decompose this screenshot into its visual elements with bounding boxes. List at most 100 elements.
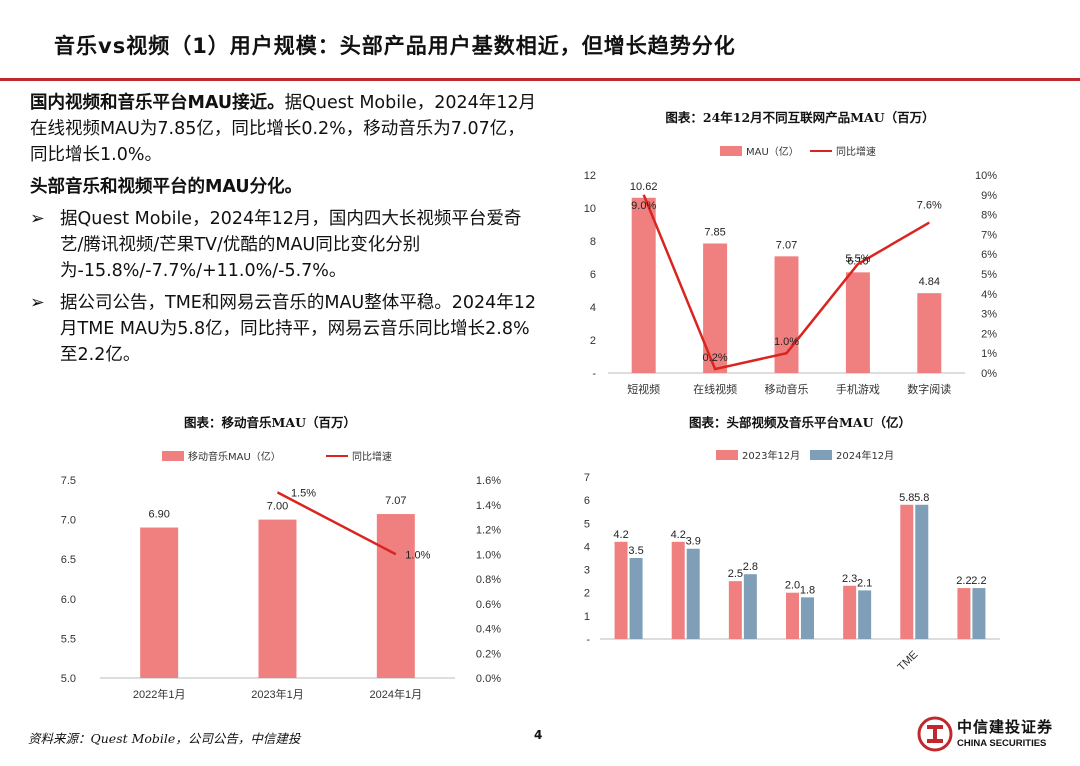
bar — [631, 197, 656, 373]
bar-2024 — [743, 574, 757, 639]
bar-label: 4.84 — [919, 276, 940, 288]
bar-2024 — [915, 504, 929, 639]
bar — [917, 293, 942, 373]
y-left-tick: 6.5 — [61, 554, 76, 566]
y-right-tick: 0.8% — [476, 574, 501, 586]
page-number: 4 — [534, 728, 543, 742]
y-right-tick: 0.2% — [476, 648, 501, 660]
bar-2024 — [858, 590, 872, 639]
bar-label: 6.90 — [148, 509, 169, 521]
growth-label: 9.0% — [631, 200, 656, 212]
y-right-tick: 0.6% — [476, 599, 501, 611]
bar — [258, 519, 297, 678]
y-right-tick: 0% — [981, 368, 997, 380]
y-left-tick: 6 — [590, 269, 596, 281]
arrow-bullet-icon: ➢ — [30, 293, 45, 313]
growth-label: 7.6% — [917, 200, 942, 212]
bar-2024 — [801, 597, 814, 639]
y-right-tick: 1.0% — [476, 549, 501, 561]
chart-title: 图表：移动音乐MAU（百万） — [184, 415, 356, 430]
y-right-tick: 9% — [981, 190, 997, 202]
y-right-tick: 1% — [981, 348, 997, 360]
x-tick-label: 在线视频 — [693, 382, 737, 396]
y-right-tick: 2% — [981, 328, 997, 340]
growth-label: 1.0% — [405, 549, 430, 561]
x-tick-label: 2022年1月 — [133, 687, 186, 701]
y-left-tick: 5 — [584, 518, 590, 530]
bullet-2-text: 据公司公告，TME和网易云音乐的MAU整体平稳。2024年12月TME MAU为… — [60, 293, 537, 365]
chart-internet-products-mau: 图表：24年12月不同互联网产品MAU（百万） MAU（亿） 同比增速 - 2 4 6 8 10… — [584, 110, 997, 396]
company-logo: 中信建投证券 CHINA SECURITIES — [917, 712, 1067, 756]
bar-2023 — [614, 541, 628, 639]
bar-label: 2.2 — [971, 575, 986, 587]
y-left-tick: 12 — [584, 170, 596, 182]
bar-label: 4.2 — [671, 529, 686, 541]
bar-label: 3.5 — [628, 545, 643, 557]
page-title: 音乐vs视频（1）用户规模：头部产品用户基数相近，但增长趋势分化 — [54, 34, 736, 58]
y-left-tick: 8 — [590, 236, 596, 248]
bar-2023 — [786, 592, 799, 639]
x-tick-label: 短视频 — [627, 382, 660, 396]
paragraph-1-lead: 国内视频和音乐平台MAU接近。 — [30, 93, 285, 113]
y-left-tick: 7.5 — [61, 475, 76, 487]
chart-mobile-music-mau: 图表：移动音乐MAU（百万） 移动音乐MAU（亿） 同比增速 5.0 5.5 6.0 6.5… — [61, 415, 502, 701]
bar-2023 — [671, 541, 685, 639]
growth-line — [642, 194, 930, 371]
bar-label: 7.85 — [704, 226, 725, 238]
bar-label: 2.1 — [857, 577, 872, 589]
chart-title: 图表：24年12月不同互联网产品MAU（百万） — [665, 110, 934, 125]
y-right-tick: 1.4% — [476, 500, 501, 512]
bar-label: 2.5 — [728, 568, 743, 580]
bullet-1-text: 据Quest Mobile，2024年12月，国内四大长视频平台爱奇艺/腾讯视频… — [60, 209, 522, 281]
bar-label: 2.8 — [743, 561, 758, 573]
y-right-tick: 5% — [981, 269, 997, 281]
logo-chinese: 中信建投证券 — [957, 718, 1054, 736]
y-left-tick: 5.5 — [61, 633, 76, 645]
bar-label: 7.07 — [776, 239, 797, 251]
body-text: 国内视频和音乐平台MAU接近。据Quest Mobile，2024年12月在线视… — [30, 90, 540, 374]
bar-label: 7.00 — [267, 501, 288, 513]
bar-2023 — [728, 581, 742, 639]
paragraph-1: 国内视频和音乐平台MAU接近。据Quest Mobile，2024年12月在线视… — [30, 90, 540, 168]
y-right-tick: 8% — [981, 210, 997, 222]
bar — [845, 272, 870, 373]
y-left-tick: - — [586, 634, 590, 646]
y-left-tick: 7.0 — [61, 515, 76, 527]
bar-label: 4.2 — [613, 529, 628, 541]
bar-label: 7.07 — [385, 495, 406, 507]
x-tick-label: 数字阅读 — [907, 382, 951, 396]
legend-mau-label: 移动音乐MAU（亿） — [188, 450, 281, 463]
x-tick-label: 移动音乐 — [765, 382, 809, 396]
x-tick-label: 2023年1月 — [251, 687, 304, 701]
bar-label: 3.9 — [686, 536, 701, 548]
y-left-tick: 2 — [584, 588, 590, 600]
bar-2023 — [843, 585, 857, 639]
bar-label: 5.8 — [899, 492, 914, 504]
y-left-tick: 5.0 — [61, 673, 76, 685]
legend-2024-label: 2024年12月 — [836, 449, 894, 462]
bar — [376, 514, 415, 678]
y-left-tick: 3 — [584, 565, 590, 577]
bar-label: 1.8 — [800, 584, 815, 596]
paragraph-2-lead: 头部音乐和视频平台的MAU分化。 — [30, 177, 303, 197]
chart-title: 图表：头部视频及音乐平台MAU（亿） — [689, 415, 911, 430]
x-tick-label: TME — [895, 649, 920, 674]
x-tick-label: 2024年1月 — [370, 687, 423, 701]
bar-2024 — [629, 558, 643, 639]
citic-logo-icon — [917, 716, 953, 752]
growth-label: 5.5% — [845, 253, 870, 265]
bar-label: 2.2 — [956, 575, 971, 587]
y-left-tick: 2 — [590, 335, 596, 347]
title-divider — [0, 78, 1080, 81]
bar-label: 6.10 — [847, 255, 868, 267]
y-left-tick: 10 — [584, 203, 596, 215]
legend-mau-label: MAU（亿） — [746, 145, 799, 158]
y-left-tick: 6.0 — [61, 594, 76, 606]
y-right-tick: 0.4% — [476, 624, 501, 636]
y-left-tick: - — [592, 368, 596, 380]
bar — [140, 527, 179, 678]
growth-label: 1.5% — [291, 487, 316, 499]
growth-label: 0.2% — [703, 352, 728, 364]
y-right-tick: 0.0% — [476, 673, 501, 685]
source-note: 资料来源：Quest Mobile，公司公告，中信建投 — [28, 731, 301, 746]
